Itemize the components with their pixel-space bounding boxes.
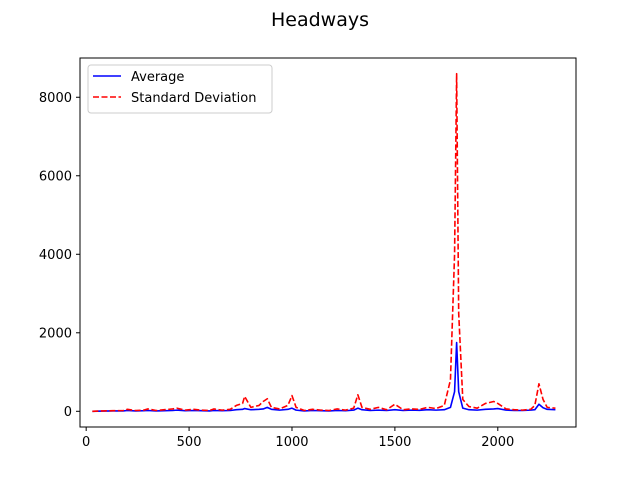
y-tick-label: 8000	[39, 91, 72, 106]
x-tick-label: 2000	[481, 435, 514, 450]
x-tick-label: 1000	[275, 435, 308, 450]
x-tick-label: 1500	[378, 435, 411, 450]
y-tick-label: 2000	[39, 326, 72, 341]
legend-label-standard-deviation: Standard Deviation	[131, 91, 256, 106]
x-axis: 0 500 1000 1500 2000	[82, 427, 514, 450]
x-tick-label: 500	[177, 435, 202, 450]
legend: Average Standard Deviation	[87, 64, 273, 114]
series-line-average	[92, 341, 556, 413]
chart-title: Headways	[271, 9, 369, 31]
y-tick-label: 6000	[39, 169, 72, 184]
x-tick-label: 0	[82, 435, 90, 450]
legend-box	[87, 64, 273, 114]
legend-label-average: Average	[131, 70, 184, 85]
y-tick-label: 4000	[39, 248, 72, 263]
y-tick-label: 0	[64, 405, 72, 420]
plot-frame	[79, 57, 577, 428]
series-layer	[92, 72, 556, 413]
series-line-standard-deviation	[92, 72, 556, 413]
y-axis: 0 2000 4000 6000 8000	[39, 91, 80, 420]
